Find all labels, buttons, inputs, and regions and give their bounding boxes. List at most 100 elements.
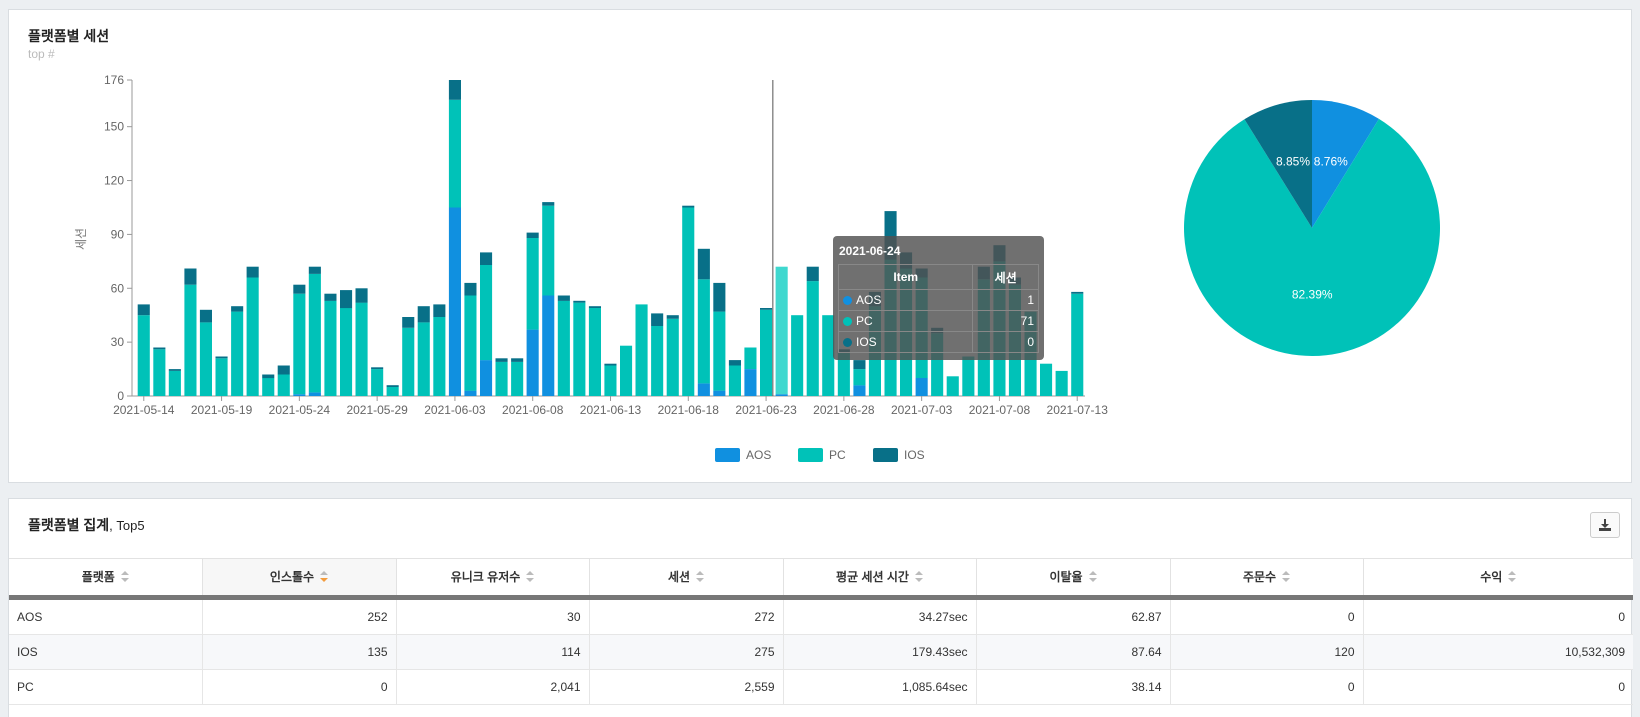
cell-sessions: 2,559	[589, 669, 784, 705]
bar-segment-pc	[962, 356, 975, 396]
col-header-installs[interactable]: 인스톨수	[202, 558, 397, 595]
tooltip-col-session: 세션	[972, 264, 1039, 290]
x-tick-label: 2021-06-13	[580, 403, 642, 417]
bar-segment-pc	[775, 266, 788, 395]
sort-icon	[914, 571, 923, 583]
col-header-bounce-rate[interactable]: 이탈율	[976, 558, 1171, 595]
pie-slice-aos[interactable]	[1312, 99, 1379, 228]
col-header-unique-users[interactable]: 유니크 유저수	[396, 558, 590, 595]
pie-slice-pc[interactable]	[1184, 118, 1441, 356]
legend-item-ios[interactable]: IOS	[873, 448, 925, 462]
bar-segment-ios	[448, 80, 461, 100]
bar-segment-pc	[728, 365, 741, 396]
bar-segment-pc	[355, 302, 368, 396]
bar-segment-ios	[557, 295, 570, 301]
bar-segment-pc	[526, 238, 539, 330]
bar-segment-aos	[293, 394, 306, 396]
bar-segment-ios	[340, 290, 353, 309]
bar-segment-aos	[915, 378, 928, 396]
bar-segment-pc	[806, 281, 819, 396]
header-divider-bar	[9, 594, 1633, 600]
bar-segment-pc	[417, 322, 430, 396]
bar-segment-pc	[1040, 363, 1053, 396]
pie-chart[interactable]: 8.76% 82.39% 8.85%	[9, 10, 1633, 480]
tooltip-name: AOS	[856, 293, 882, 307]
cell-orders: 0	[1170, 669, 1364, 705]
download-button[interactable]	[1590, 512, 1620, 538]
bar-segment-ios	[682, 205, 695, 208]
bar-segment-ios	[728, 360, 741, 366]
bar-segment-pc	[340, 308, 353, 396]
cell-avg-session-time: 34.27sec	[783, 599, 977, 635]
bar-segment-ios	[573, 300, 586, 303]
pie-label-aos: 8.76%	[1314, 155, 1348, 169]
pie-label-ios: 8.85%	[1276, 155, 1310, 169]
bar-segment-ios	[277, 365, 290, 375]
bar-segment-pc	[199, 322, 212, 396]
tooltip-table: Item 세션 AOS 1 PC 71 IOS 0	[837, 264, 1039, 353]
stacked-bar-chart[interactable]: 0 30 60 90 120 150 176 세션 2021-05-14 2021-05-19 20…	[9, 10, 1149, 480]
panel-title: 플랫폼별 집계, Top5	[28, 515, 145, 535]
bar-segment-pc	[1055, 370, 1068, 396]
bar-segment-aos	[542, 295, 555, 396]
bar-segment-pc	[791, 315, 804, 396]
cell-bounce-rate: 62.87	[976, 599, 1171, 635]
cell-orders: 0	[1170, 599, 1364, 635]
bar-segment-ios	[480, 252, 493, 265]
cell-unique-users: 30	[396, 599, 590, 635]
x-tick-label: 2021-07-03	[891, 403, 953, 417]
bar-segment-ios	[402, 317, 415, 328]
legend-item-pc[interactable]: PC	[798, 448, 846, 462]
cell-sessions: 275	[589, 634, 784, 670]
col-header-orders[interactable]: 주문수	[1170, 558, 1364, 595]
bar-segment-ios	[355, 288, 368, 303]
panel-title-suffix: , Top5	[109, 518, 145, 533]
col-header-platform[interactable]: 플랫폼	[9, 558, 203, 595]
bar-segment-pc	[511, 361, 524, 396]
bar-segment-ios	[495, 358, 508, 362]
legend-label: AOS	[746, 448, 772, 462]
bar-segment-ios	[386, 385, 399, 387]
tooltip-row-label: AOS	[837, 289, 974, 311]
bar-segment-pc	[480, 264, 493, 361]
pc-dot-icon	[843, 317, 852, 326]
tooltip-row-label: IOS	[837, 331, 974, 353]
bar-segment-pc	[495, 361, 508, 396]
bar-segment-aos	[480, 360, 493, 396]
bar-segment-ios	[1071, 291, 1084, 294]
cell-orders: 120	[1170, 634, 1364, 670]
legend-item-aos[interactable]: AOS	[715, 448, 771, 462]
table-row[interactable]: AOS 252 30 272 34.27sec 62.87 0 0	[9, 599, 1633, 635]
col-header-avg-session-time[interactable]: 평균 세션 시간	[783, 558, 977, 595]
bar-segment-pc	[557, 300, 570, 396]
y-tick-label: 176	[104, 73, 124, 87]
cell-installs: 135	[202, 634, 397, 670]
cell-bounce-rate: 87.64	[976, 634, 1171, 670]
table-row[interactable]: PC 0 2,041 2,559 1,085.64sec 38.14 0 0	[9, 669, 1633, 705]
panel-subtitle: top #	[28, 47, 55, 61]
pie-slice-ios[interactable]	[1244, 99, 1312, 228]
bar-segment-pc	[433, 317, 446, 396]
bar-segment-ios	[697, 248, 710, 280]
tooltip-name: IOS	[856, 335, 877, 349]
bar-segment-ios	[371, 367, 384, 370]
x-tick-label: 2021-06-23	[735, 403, 797, 417]
cell-installs: 252	[202, 599, 397, 635]
header-label: 수익	[1480, 570, 1503, 585]
bar-segment-pc	[604, 365, 617, 396]
bar-segment-ios	[199, 309, 212, 323]
header-divider	[9, 594, 1633, 600]
tooltip-row-label: PC	[837, 310, 974, 332]
table-row[interactable]: IOS 135 114 275 179.43sec 87.64 120 10,5…	[9, 634, 1633, 670]
col-header-sessions[interactable]: 세션	[589, 558, 784, 595]
bar-segment-ios	[588, 306, 601, 308]
bar-segment-pc	[651, 326, 664, 396]
x-tick-label: 2021-06-28	[813, 403, 875, 417]
col-header-revenue[interactable]: 수익	[1363, 558, 1633, 595]
bar-segment-pc	[1071, 293, 1084, 396]
bar-segment-pc	[324, 300, 337, 396]
x-tick-label: 2021-05-19	[191, 403, 253, 417]
cell-avg-session-time: 1,085.64sec	[783, 669, 977, 705]
bar-segment-pc	[744, 347, 757, 369]
pie-label-pc: 82.39%	[1292, 288, 1333, 302]
